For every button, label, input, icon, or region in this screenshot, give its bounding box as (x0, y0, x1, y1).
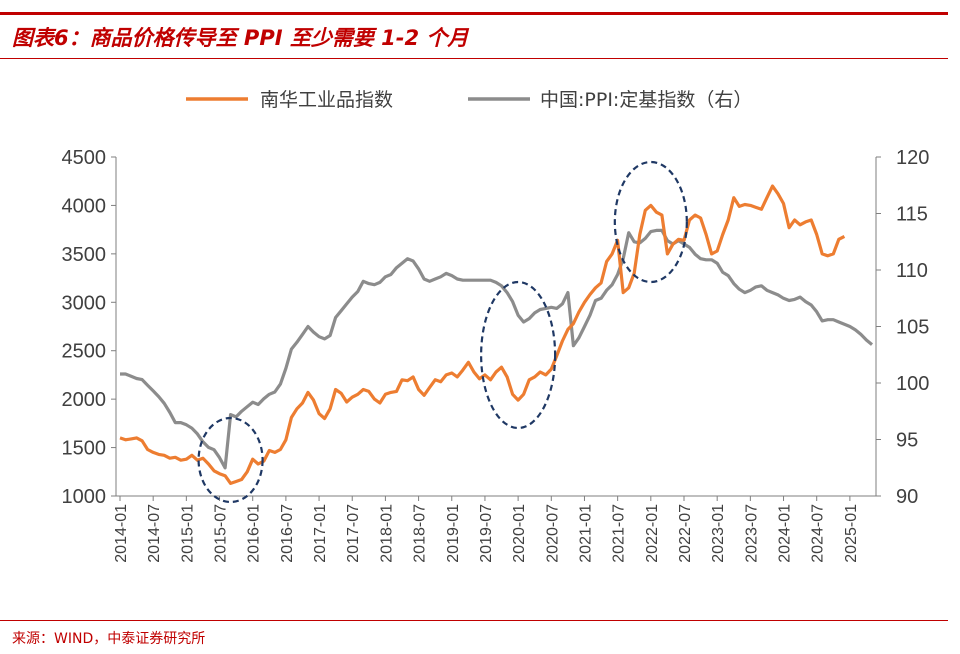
x-axis-tick-label: 2016-01 (246, 504, 263, 563)
x-axis-tick-label: 2018-01 (378, 504, 395, 563)
x-axis-tick-label: 2024-01 (777, 504, 794, 563)
chart-legend: 南华工业品指数 中国:PPI:定基指数（右） (186, 89, 752, 111)
right-axis-tick-label: 105 (896, 317, 929, 339)
left-axis-tick-label: 4000 (62, 195, 107, 217)
x-axis-tick-label: 2020-07 (544, 504, 561, 563)
right-axis-tick-label: 95 (896, 430, 918, 452)
left-axis-tick-label: 3500 (62, 244, 107, 266)
dashed-ellipse-annotation (613, 160, 688, 284)
x-axis-tick-label: 2023-07 (743, 504, 760, 563)
x-axis-tick-label: 2014-07 (146, 504, 163, 563)
x-axis-tick-label: 2021-07 (611, 504, 628, 563)
x-axis-tick-label: 2014-01 (113, 504, 130, 563)
bottom-rule (0, 620, 948, 621)
right-axis-tick-label: 90 (896, 486, 918, 508)
x-axis-tick-label: 2019-01 (445, 504, 462, 563)
right-axis-tick-label: 110 (896, 260, 928, 282)
right-axis-tick-label: 120 (896, 147, 929, 169)
left-axis-tick-label: 1500 (62, 438, 107, 460)
right-axis-tick-label: 115 (896, 204, 928, 226)
x-axis-tick-label: 2021-01 (577, 504, 594, 563)
dashed-ellipse-annotation (197, 416, 264, 504)
left-axis-tick-label: 2000 (62, 389, 107, 411)
legend-label: 中国:PPI:定基指数（右） (540, 89, 752, 111)
chart-annotations (197, 160, 688, 504)
x-axis-tick-label: 2017-01 (312, 504, 329, 563)
right-axis-tick-label: 100 (896, 373, 929, 395)
x-axis-tick-label: 2018-07 (412, 504, 429, 563)
x-axis-tick-label: 2022-07 (677, 504, 694, 563)
chart-lines (119, 184, 874, 485)
x-axis-tick-label: 2019-07 (478, 504, 495, 563)
legend-label: 南华工业品指数 (260, 89, 393, 111)
x-axis-tick-label: 2023-01 (710, 504, 727, 563)
x-axis-tick-label: 2025-01 (843, 504, 860, 563)
figure-title: 图表6：商品价格传导至 PPI 至少需要 1-2 个月 (12, 26, 469, 50)
ppi-series-line (120, 228, 874, 470)
source-note: 来源：WIND，中泰证券研究所 (12, 631, 206, 647)
left-axis-tick-label: 1000 (62, 486, 107, 508)
top-rule (0, 12, 948, 15)
line-chart: 南华工业品指数 中国:PPI:定基指数（右） 1000 1500 2000 2500 30… (62, 89, 930, 563)
left-axis-tick-label: 2500 (62, 341, 107, 363)
dashed-ellipse-annotation (480, 280, 557, 430)
x-axis-tick-label: 2017-07 (345, 504, 362, 563)
x-axis-tick-label: 2016-07 (279, 504, 296, 563)
x-axis-tick-label: 2015-01 (179, 504, 196, 563)
x-axis-tick-label: 2024-07 (810, 504, 827, 563)
x-axis-tick-label: 2015-07 (213, 504, 230, 563)
x-axis-tick-label: 2020-01 (511, 504, 528, 563)
left-axis-tick-label: 3000 (62, 292, 107, 314)
chart-axes: 1000 1500 2000 2500 3000 3500 4000 4500 90 95 100 1… (62, 147, 930, 563)
x-axis-tick-label: 2022-01 (644, 504, 661, 563)
title-rule (0, 58, 948, 59)
left-axis-tick-label: 4500 (62, 147, 107, 169)
